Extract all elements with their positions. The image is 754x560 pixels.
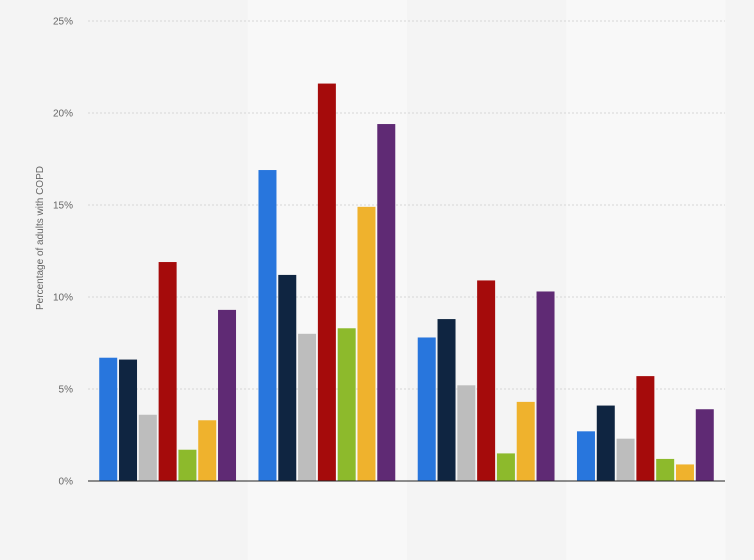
bar [337,328,356,481]
bar [496,453,515,481]
y-axis-title: Percentage of adults with COPD [35,166,46,310]
bar [417,337,436,481]
bar [616,438,635,481]
bar [437,319,456,481]
bar [377,124,396,481]
bar [158,262,177,481]
y-tick-label: 10% [53,293,73,304]
y-tick-label: 20% [53,109,73,120]
y-tick-label: 0% [59,477,74,488]
bar [477,280,496,481]
bar [278,274,297,481]
bar [695,409,714,481]
bar [99,357,118,481]
bar [596,405,615,481]
y-tick-label: 25% [53,17,73,28]
bar [656,458,675,481]
bar [218,309,237,481]
bar [457,385,476,481]
bar [138,414,157,481]
bar [119,359,138,481]
bar [317,83,336,481]
y-tick-labels: 0% 5% 10% 15% 20% 25% [53,17,73,488]
bar [298,333,317,481]
bar [576,431,595,481]
bar [178,449,197,481]
bar [357,206,376,481]
bar [675,464,694,481]
bar [636,376,655,481]
bars [99,83,714,482]
bar [536,291,555,481]
bar [516,401,535,481]
bar [258,170,277,482]
y-tick-label: 5% [59,385,74,396]
bar [198,420,217,481]
y-tick-label: 15% [53,201,73,212]
